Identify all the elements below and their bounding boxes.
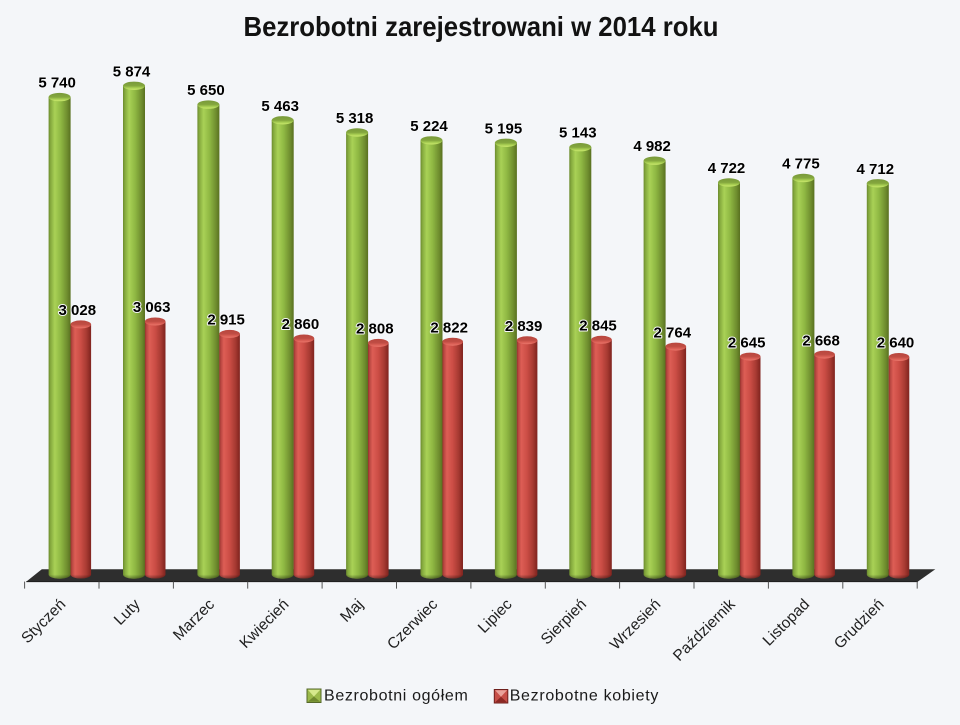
svg-text:5 874: 5 874: [113, 63, 151, 80]
svg-text:2 640: 2 640: [877, 335, 915, 352]
svg-text:2 822: 2 822: [430, 319, 468, 336]
svg-text:4 712: 4 712: [857, 161, 895, 178]
svg-text:Bezrobotne kobiety: Bezrobotne kobiety: [510, 688, 659, 705]
svg-text:4 722: 4 722: [708, 160, 746, 177]
svg-text:4 775: 4 775: [782, 156, 820, 173]
svg-text:5 650: 5 650: [187, 82, 225, 99]
svg-text:3 063: 3 063: [133, 299, 171, 316]
svg-text:2 668: 2 668: [802, 332, 840, 349]
svg-text:Bezrobotni zarejestrowani w 20: Bezrobotni zarejestrowani w 2014 roku: [244, 11, 719, 42]
svg-text:2 860: 2 860: [282, 316, 320, 333]
svg-text:5 318: 5 318: [336, 110, 374, 127]
svg-text:2 845: 2 845: [579, 318, 617, 335]
svg-text:5 195: 5 195: [485, 120, 523, 137]
svg-text:2 645: 2 645: [728, 334, 766, 351]
svg-text:2 808: 2 808: [356, 321, 394, 338]
svg-text:Bezrobotni ogółem: Bezrobotni ogółem: [324, 688, 468, 705]
svg-text:5 463: 5 463: [261, 98, 299, 115]
svg-text:5 143: 5 143: [559, 125, 597, 142]
svg-text:5 740: 5 740: [38, 75, 76, 92]
svg-text:5 224: 5 224: [410, 118, 448, 135]
svg-text:3 028: 3 028: [59, 302, 97, 319]
svg-text:2 915: 2 915: [207, 312, 245, 329]
svg-text:2 764: 2 764: [654, 324, 692, 341]
svg-text:4 982: 4 982: [633, 138, 671, 155]
svg-text:2 839: 2 839: [505, 318, 543, 335]
